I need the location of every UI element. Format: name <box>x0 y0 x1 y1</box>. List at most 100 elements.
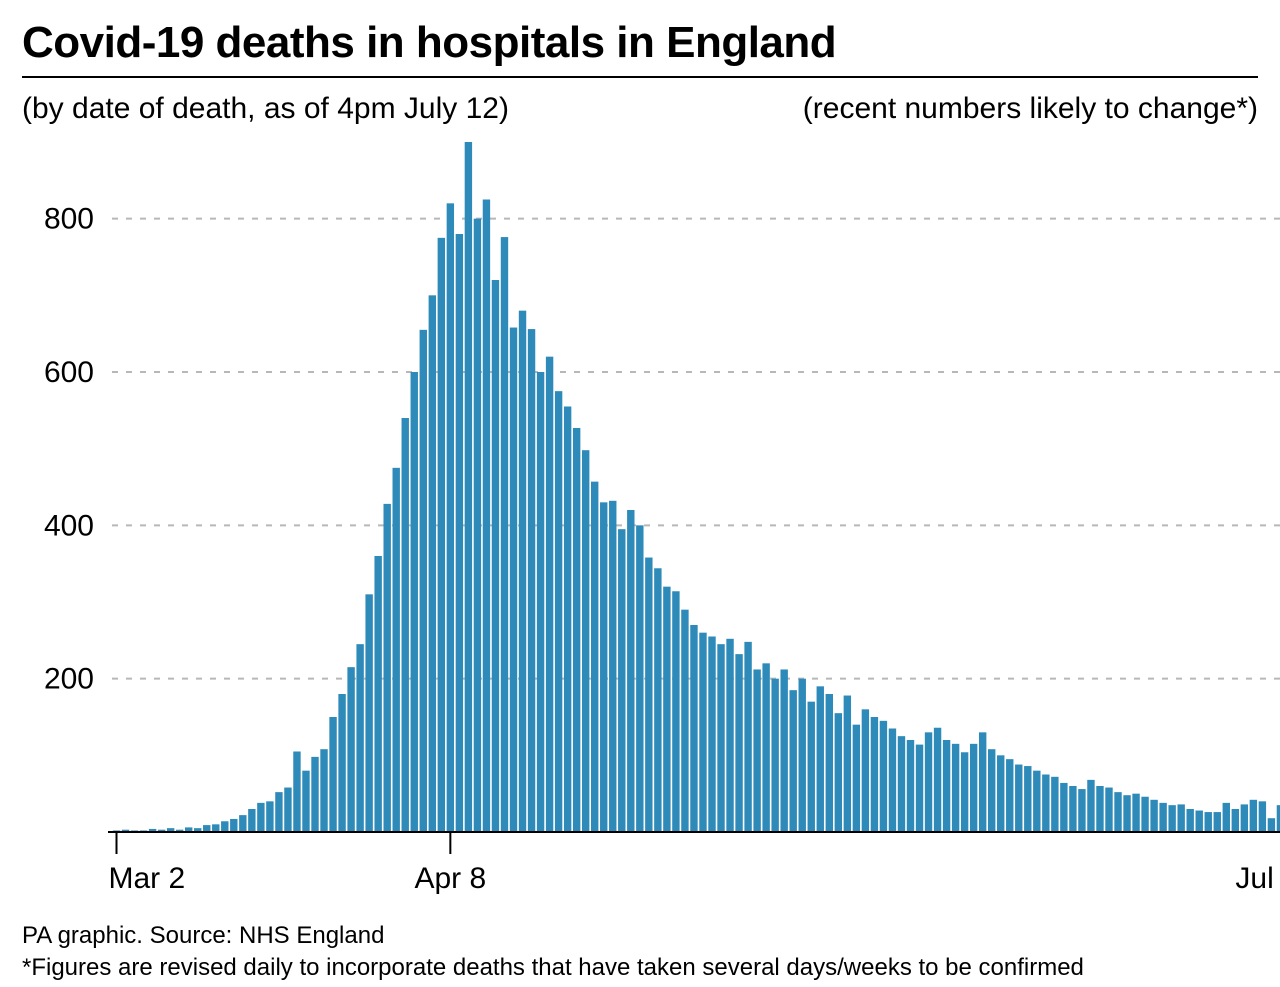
bar <box>501 237 508 832</box>
bar <box>663 587 670 832</box>
title-rule <box>22 76 1258 78</box>
bar <box>988 749 995 832</box>
bar <box>817 686 824 832</box>
bar <box>402 418 409 832</box>
bar <box>627 510 634 832</box>
bar <box>1223 803 1230 832</box>
bar <box>699 633 706 832</box>
bar <box>997 755 1004 832</box>
bar <box>835 713 842 832</box>
bar <box>618 529 625 832</box>
bar <box>302 771 309 832</box>
bar <box>898 736 905 832</box>
bar <box>1159 803 1166 832</box>
bar <box>771 679 778 832</box>
bar <box>284 788 291 832</box>
y-tick-label: 400 <box>44 509 94 542</box>
bar <box>645 558 652 832</box>
subtitle-right: (recent numbers likely to change*) <box>803 92 1258 126</box>
bar <box>853 725 860 832</box>
bar <box>546 357 553 832</box>
bar <box>826 694 833 832</box>
bar <box>528 329 535 832</box>
bar <box>510 328 517 832</box>
bar <box>519 311 526 832</box>
bar <box>952 744 959 832</box>
bar <box>1051 777 1058 832</box>
bar <box>1006 759 1013 832</box>
bar <box>1024 766 1031 832</box>
bar <box>1096 786 1103 832</box>
bar-chart: 200400600800Mar 2Apr 8Jul 12 <box>22 136 1280 902</box>
bar <box>293 752 300 833</box>
y-tick-label: 600 <box>44 356 94 389</box>
bar <box>239 815 246 832</box>
bar <box>420 330 427 832</box>
bar <box>1168 805 1175 832</box>
bar <box>329 717 336 832</box>
bar <box>600 502 607 832</box>
bar <box>1015 765 1022 832</box>
bar <box>1232 809 1239 832</box>
bar <box>438 238 445 832</box>
bar <box>347 667 354 832</box>
x-tick-label: Mar 2 <box>109 862 186 895</box>
bar <box>681 610 688 832</box>
bar <box>248 809 255 832</box>
bar <box>1177 804 1184 832</box>
bar <box>735 654 742 832</box>
bar <box>383 504 390 832</box>
bar <box>1060 783 1067 832</box>
x-tick-label: Jul 12 <box>1235 862 1280 895</box>
bar <box>871 717 878 832</box>
bar <box>654 568 661 832</box>
bar <box>1241 804 1248 832</box>
bars-group <box>113 142 1280 832</box>
bar <box>212 824 219 832</box>
bar <box>221 821 228 832</box>
bar <box>203 825 210 832</box>
bar <box>555 391 562 832</box>
x-tick-label: Apr 8 <box>414 862 486 895</box>
bar <box>1132 794 1139 832</box>
bar <box>447 203 454 832</box>
bar <box>1214 812 1221 832</box>
bar <box>1150 800 1157 832</box>
bar <box>862 709 869 832</box>
bar <box>411 372 418 832</box>
bar <box>429 295 436 832</box>
bar <box>1250 800 1257 832</box>
bar <box>708 637 715 833</box>
bar <box>483 200 490 833</box>
bar <box>356 644 363 832</box>
bar <box>1186 809 1193 832</box>
bar <box>672 591 679 832</box>
bar <box>230 819 237 832</box>
bar <box>744 642 751 832</box>
bar <box>1105 788 1112 832</box>
bar <box>717 644 724 832</box>
bar <box>474 219 481 832</box>
bar <box>1078 789 1085 832</box>
y-tick-label: 200 <box>44 663 94 696</box>
bar <box>393 468 400 832</box>
bar <box>266 801 273 832</box>
bar <box>311 757 318 832</box>
bar <box>690 625 697 832</box>
bar <box>582 450 589 832</box>
bar <box>573 428 580 832</box>
bar <box>916 745 923 832</box>
bar <box>943 740 950 832</box>
source-line: PA graphic. Source: NHS England <box>22 920 1258 952</box>
subtitle-left: (by date of death, as of 4pm July 12) <box>22 92 509 126</box>
bar <box>726 639 733 832</box>
bar <box>257 803 264 832</box>
bar <box>970 744 977 832</box>
bar <box>465 142 472 832</box>
bar <box>889 729 896 833</box>
bar <box>907 740 914 832</box>
bar <box>591 482 598 832</box>
bar <box>636 525 643 832</box>
bar <box>365 594 372 832</box>
bar <box>1114 792 1121 832</box>
